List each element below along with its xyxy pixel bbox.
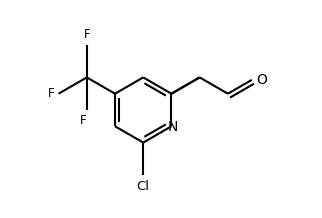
Text: O: O [257,73,268,87]
Text: F: F [48,87,55,100]
Text: F: F [83,28,90,41]
Text: Cl: Cl [137,180,150,193]
Text: N: N [167,120,178,134]
Text: F: F [80,114,86,127]
